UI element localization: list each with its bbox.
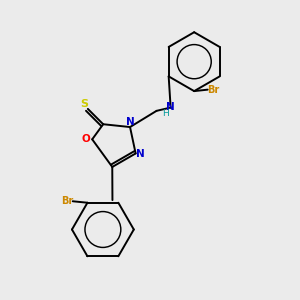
Text: N: N	[126, 117, 134, 127]
Text: H: H	[162, 109, 169, 118]
Text: N: N	[136, 149, 144, 159]
Text: S: S	[80, 100, 88, 110]
Text: Br: Br	[207, 85, 219, 94]
Text: O: O	[81, 134, 90, 144]
Text: N: N	[166, 102, 175, 112]
Text: Br: Br	[61, 196, 74, 206]
